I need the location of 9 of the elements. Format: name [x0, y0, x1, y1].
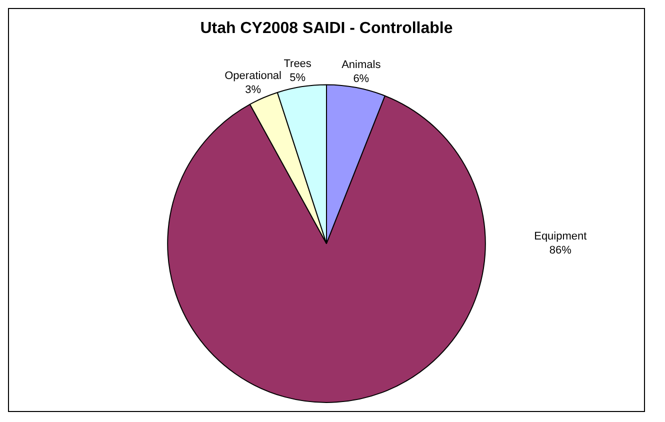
data-label: 3%	[245, 84, 262, 96]
slice-label: Equipment	[534, 230, 587, 243]
data-label: 5%	[290, 72, 306, 84]
data-label: 6%	[353, 72, 370, 85]
data-label: 86%	[549, 244, 572, 257]
slice-label: Trees	[284, 58, 312, 70]
slice-label: Animals	[342, 58, 382, 71]
slice-label: Operational	[224, 70, 282, 82]
chart-title: Utah CY2008 SAIDI - Controllable	[200, 20, 453, 38]
